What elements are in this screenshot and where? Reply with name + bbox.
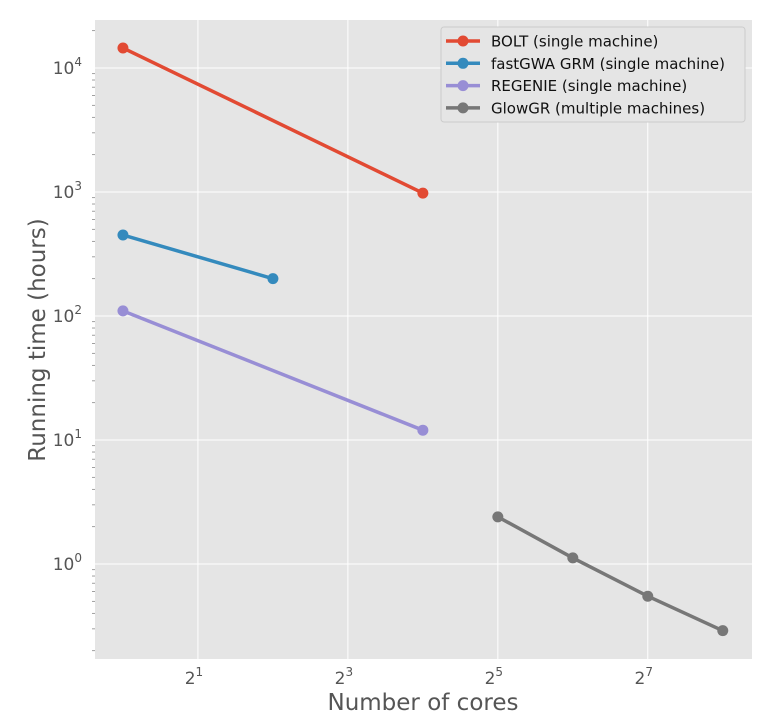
plot-background xyxy=(95,20,752,659)
tick-exponent: 5 xyxy=(495,665,503,679)
series-line xyxy=(122,309,424,432)
data-point xyxy=(567,552,579,564)
x-tick-label: 23 xyxy=(335,665,353,689)
tick-base: 10 xyxy=(53,59,75,79)
y-tick-label: 104 xyxy=(53,55,82,79)
legend-entry: REGENIE (single machine) xyxy=(446,77,687,95)
series-1 xyxy=(117,229,279,285)
series-line xyxy=(122,46,424,195)
legend-marker xyxy=(457,102,469,114)
legend-box xyxy=(440,26,746,123)
series-layer xyxy=(117,42,729,637)
data-point xyxy=(267,273,279,285)
tick-exponent: 3 xyxy=(345,665,353,679)
tick-base: 10 xyxy=(53,183,75,203)
tick-base: 2 xyxy=(185,669,196,689)
data-point xyxy=(117,305,129,317)
x-tick-label: 25 xyxy=(485,665,503,689)
data-point xyxy=(492,511,504,523)
legend-entry: BOLT (single machine) xyxy=(446,33,658,51)
grid xyxy=(95,20,752,659)
data-point xyxy=(642,590,654,602)
legend: BOLT (single machine) fastGWA GRM (single… xyxy=(440,26,746,123)
legend-marker xyxy=(457,57,469,69)
data-point xyxy=(417,424,429,436)
series-2 xyxy=(117,305,429,436)
series-line xyxy=(496,515,724,633)
tick-exponent: 4 xyxy=(74,55,82,69)
tick-exponent: 3 xyxy=(74,179,82,193)
y-axis-label: Running time (hours) xyxy=(25,218,51,461)
tick-base: 2 xyxy=(635,669,646,689)
tick-base: 10 xyxy=(53,431,75,451)
legend-marker xyxy=(457,35,469,47)
tick-base: 2 xyxy=(335,669,346,689)
series-3 xyxy=(492,511,729,637)
series-0 xyxy=(117,42,429,199)
data-point xyxy=(117,42,129,54)
y-tick-label: 101 xyxy=(53,427,82,451)
data-point xyxy=(117,229,129,241)
x-tick-label: 21 xyxy=(185,665,203,689)
legend-label: fastGWA GRM (single machine) xyxy=(491,55,725,73)
legend-entry: fastGWA GRM (single machine) xyxy=(446,55,725,73)
y-tick-label: 100 xyxy=(53,551,82,575)
y-minor-ticks xyxy=(92,30,95,652)
y-tick-label: 102 xyxy=(53,303,82,327)
tick-base: 10 xyxy=(53,555,75,575)
x-tick-labels: 21 23 25 27 xyxy=(185,665,653,689)
legend-label: GlowGR (multiple machines) xyxy=(491,99,705,117)
y-tick-label: 103 xyxy=(53,179,82,203)
legend-label: BOLT (single machine) xyxy=(491,33,658,51)
legend-marker xyxy=(457,80,469,92)
legend-entry: GlowGR (multiple machines) xyxy=(446,99,705,117)
tick-base: 10 xyxy=(53,307,75,327)
data-point xyxy=(417,187,429,199)
legend-label: REGENIE (single machine) xyxy=(491,77,687,95)
series-line xyxy=(122,233,274,281)
tick-exponent: 1 xyxy=(74,427,82,441)
tick-base: 2 xyxy=(485,669,496,689)
tick-exponent: 1 xyxy=(196,665,204,679)
tick-exponent: 0 xyxy=(74,551,82,565)
data-point xyxy=(717,625,729,637)
tick-exponent: 2 xyxy=(74,303,82,317)
x-axis-label: Number of cores xyxy=(328,690,519,716)
tick-exponent: 7 xyxy=(645,665,653,679)
x-tick-label: 27 xyxy=(635,665,653,689)
